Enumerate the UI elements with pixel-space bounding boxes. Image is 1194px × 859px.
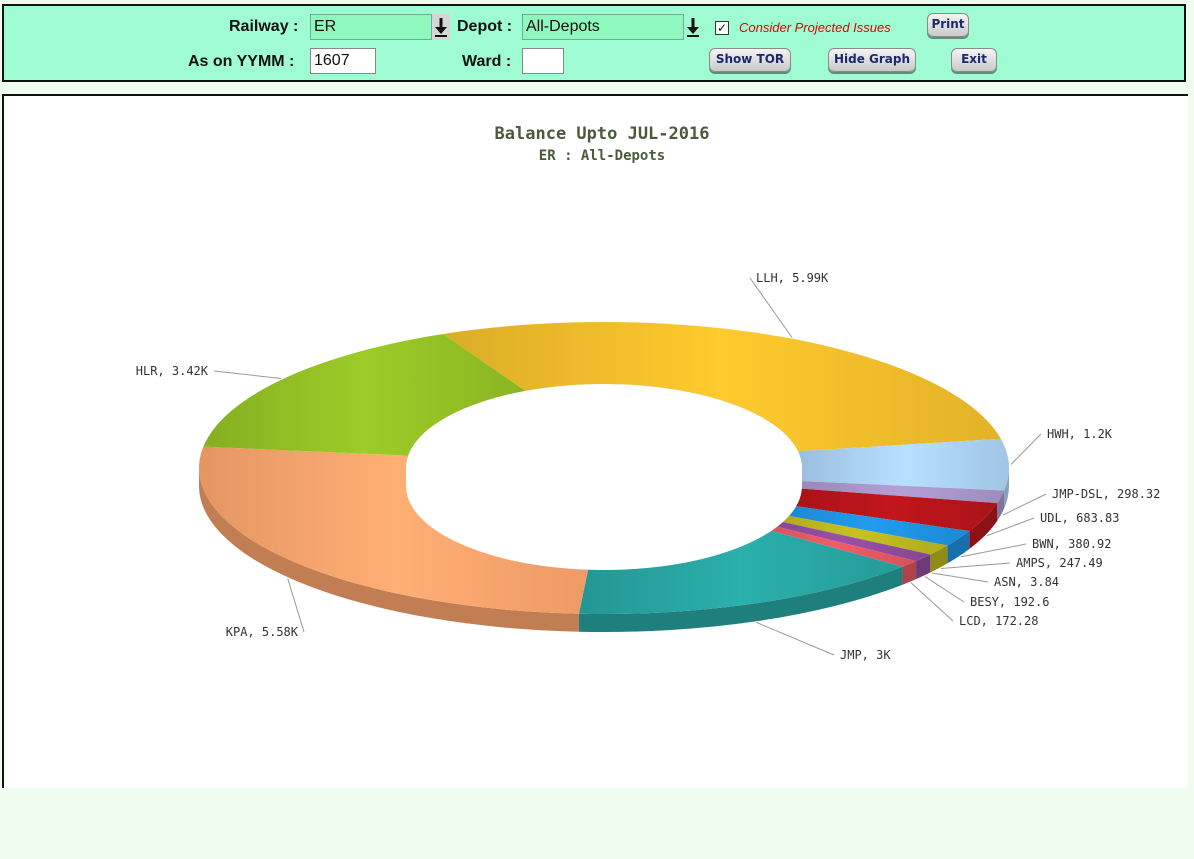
slice-hwh[interactable] [798,438,1010,491]
data-label-asn: ASN, 3.84 [994,575,1059,589]
donut-hole [406,384,802,570]
leader-line-kpa [287,578,305,633]
railway-dropdown-arrow-icon[interactable] [432,14,450,40]
slice-side-udl [969,503,998,550]
leader-line-bwn [960,543,1027,558]
data-label-amps: AMPS, 247.49 [1016,556,1103,570]
slice-side-jmp [578,566,903,632]
slice-amps[interactable] [763,512,948,555]
filter-toolbar: Railway : ER Depot : All-Depots ✓ Consid… [2,4,1186,82]
slice-side-kpa [199,468,579,632]
leader-line-asn [931,572,989,583]
slice-udl[interactable] [782,488,998,532]
slice-bwn[interactable] [771,504,970,546]
slice-hlr[interactable] [203,334,526,456]
leader-line-besy [924,576,965,603]
slice-besy[interactable] [756,517,931,562]
slice-asn[interactable] [763,517,931,555]
railway-select[interactable]: ER [310,14,432,40]
ward-input[interactable] [522,48,564,74]
donut-chart: Balance Upto JUL-2016 ER : All-Depots LL… [136,124,1161,662]
leader-line-udl [986,517,1035,537]
slice-side-hwh [1004,468,1009,509]
slice-jmp[interactable] [578,524,903,614]
depot-select[interactable]: All-Depots [522,14,684,40]
hide-graph-button[interactable]: Hide Graph [828,48,916,72]
as-on-yymm-label: As on YYMM : [188,53,295,70]
slice-llh[interactable] [443,322,1001,452]
data-label-hwh: HWH, 1.2K [1047,427,1113,441]
data-label-lcd: LCD, 172.28 [959,614,1038,628]
leader-line-llh [749,277,793,338]
leader-line-lcd [910,582,954,622]
railway-label: Railway : [229,18,299,35]
show-tor-button[interactable]: Show TOR [709,48,791,72]
slice-kpa[interactable] [199,446,592,614]
ward-label: Ward : [462,53,512,70]
leader-line-hwh [1010,433,1042,465]
leader-line-jmp-dsl [1002,493,1047,516]
slice-jmp-dsl[interactable] [796,480,1005,504]
data-label-bwn: BWN, 380.92 [1032,537,1111,551]
print-button[interactable]: Print [927,13,969,37]
leader-line-jmp [756,621,835,656]
slice-lcd[interactable] [749,521,917,567]
slice-side-besy [916,554,931,580]
data-label-udl: UDL, 683.83 [1040,511,1119,525]
chart-panel: Balance Upto JUL-2016 ER : All-Depots LL… [2,94,1188,788]
exit-button[interactable]: Exit [951,48,997,72]
slice-side-jmp-dsl [997,490,1005,522]
depot-label: Depot : [457,18,513,35]
data-label-llh: LLH, 5.99K [756,271,829,285]
data-label-kpa: KPA, 5.58K [226,625,299,639]
data-label-jmp-dsl: JMP-DSL, 298.32 [1052,487,1160,501]
slice-side-lcd [902,561,917,585]
consider-projected-checkbox[interactable]: ✓ [715,21,729,35]
slice-side-bwn [947,531,970,564]
leader-line-hlr [213,370,282,379]
data-label-besy: BESY, 192.6 [970,595,1049,609]
data-label-hlr: HLR, 3.42K [136,364,209,378]
as-on-yymm-input[interactable]: 1607 [310,48,376,74]
chart-title: Balance Upto JUL-2016 [495,124,710,144]
checkmark-icon: ✓ [716,21,728,35]
slice-side-amps [930,545,948,573]
depot-dropdown-arrow-icon[interactable] [684,14,702,40]
data-label-jmp: JMP, 3K [840,648,891,662]
consider-projected-label: Consider Projected Issues [739,20,891,35]
leader-line-amps [940,562,1011,570]
chart-subtitle: ER : All-Depots [539,148,665,164]
